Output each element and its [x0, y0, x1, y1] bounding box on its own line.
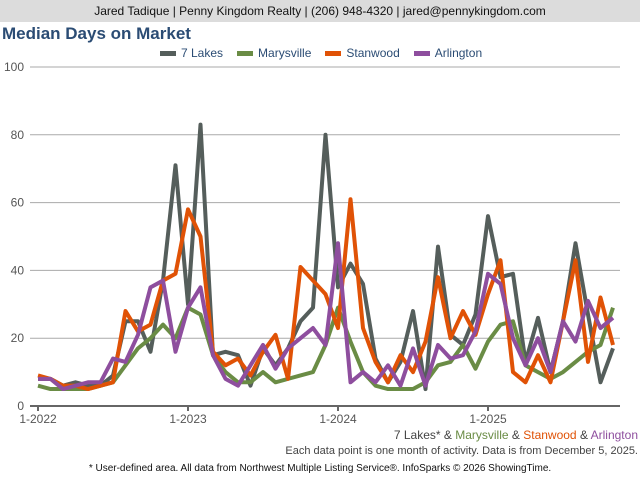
- legend-label: 7 Lakes: [181, 46, 224, 60]
- bottom-legend-label: Marysville: [455, 428, 509, 442]
- legend-swatch: [413, 50, 430, 56]
- x-tick-label: 1-2024: [319, 412, 357, 426]
- legend-swatch: [160, 50, 176, 56]
- bottom-legend-label: 7 Lakes*: [393, 428, 441, 442]
- legend-item: Marysville: [237, 46, 311, 60]
- y-tick-label: 20: [11, 331, 25, 345]
- series-legend-text: 7 Lakes* & Marysville & Stanwood & Arlin…: [394, 428, 638, 442]
- series-line-arlington: [38, 241, 615, 392]
- legend-swatch: [237, 50, 254, 56]
- legend-label: Marysville: [258, 46, 312, 60]
- legend-item: Arlington: [413, 46, 483, 60]
- legend-item: 7 Lakes: [160, 46, 223, 60]
- x-tick-label: 1-2022: [19, 412, 57, 426]
- separator: &: [440, 428, 456, 442]
- separator: &: [576, 428, 591, 442]
- y-tick-label: 40: [11, 263, 25, 277]
- bottom-legend-label: Arlington: [590, 428, 638, 442]
- chart-title: Median Days on Market: [2, 24, 191, 43]
- y-tick-label: 0: [17, 399, 24, 413]
- x-tick-label: 1-2025: [469, 412, 507, 426]
- series-line-stanwood: [37, 197, 615, 392]
- separator: &: [508, 428, 524, 442]
- legend: 7 Lakes Marysville Stanwood Arlington: [160, 46, 482, 60]
- source-note: * User-defined area. All data from North…: [88, 463, 552, 474]
- header-contact: Jared Tadique | Penny Kingdom Realty | (…: [0, 0, 640, 22]
- data-note: Each data point is one month of activity…: [285, 445, 638, 457]
- x-tick-label: 1-2023: [169, 412, 207, 426]
- bottom-legend-label: Stanwood: [523, 428, 577, 442]
- y-tick-label: 60: [11, 196, 25, 210]
- legend-swatch: [325, 50, 342, 56]
- legend-label: Arlington: [434, 46, 483, 60]
- y-tick-label: 80: [11, 128, 25, 142]
- legend-item: Stanwood: [325, 46, 400, 60]
- legend-label: Stanwood: [346, 46, 400, 60]
- y-tick-label: 100: [4, 60, 24, 74]
